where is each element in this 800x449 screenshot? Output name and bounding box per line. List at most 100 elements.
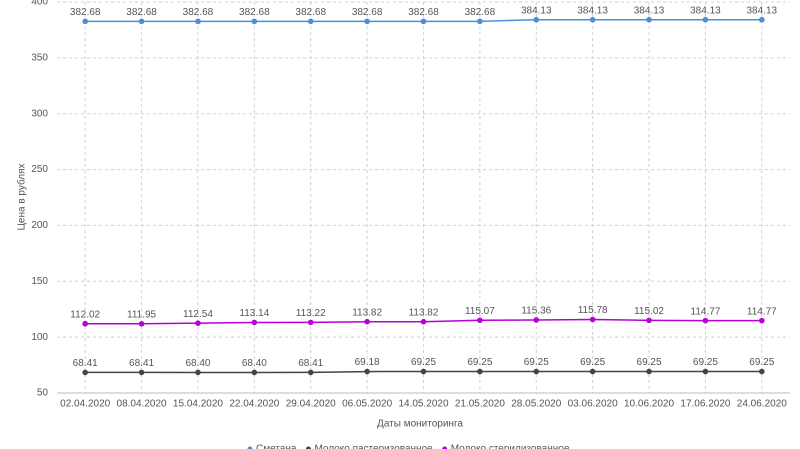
legend-marker [442, 446, 448, 449]
data-point [307, 369, 314, 376]
data-label: 113.82 [352, 307, 382, 318]
data-label: 68.41 [298, 358, 323, 369]
data-point [477, 317, 483, 324]
data-point [364, 18, 370, 25]
data-label: 112.02 [70, 309, 100, 320]
data-point [702, 16, 709, 23]
legend-label: Сметана [256, 444, 297, 449]
data-point [82, 18, 88, 25]
x-tick-label: 02.04.2020 [60, 399, 110, 410]
data-point [307, 18, 314, 25]
data-label: 382.68 [408, 7, 439, 18]
legend-label: Молоко пастеризованное [314, 444, 433, 449]
data-point [138, 369, 145, 376]
data-label: 69.25 [749, 357, 774, 368]
data-label: 382.68 [239, 7, 270, 18]
data-label: 115.36 [521, 306, 551, 317]
data-point [364, 368, 370, 375]
data-label: 382.68 [126, 7, 157, 18]
data-label: 382.68 [295, 7, 326, 18]
data-point [251, 18, 258, 25]
y-tick-label: 250 [31, 164, 48, 175]
x-tick-label: 06.05.2020 [342, 399, 392, 410]
data-point [195, 18, 201, 25]
x-tick-label: 21.05.2020 [455, 399, 505, 410]
data-point [702, 368, 709, 375]
data-label: 69.25 [637, 357, 662, 368]
x-tick-label: 24.06.2020 [737, 399, 787, 410]
data-label: 69.25 [524, 357, 549, 368]
data-point [759, 317, 765, 324]
data-label: 69.18 [355, 357, 380, 368]
data-point [82, 369, 88, 376]
data-point [477, 368, 483, 375]
y-tick-label: 150 [31, 276, 48, 287]
data-point [533, 317, 540, 323]
data-point [533, 368, 540, 375]
x-tick-label: 14.05.2020 [398, 399, 448, 410]
data-point [195, 369, 201, 376]
data-point [646, 368, 652, 375]
x-tick-label: 10.06.2020 [624, 399, 674, 410]
data-label: 113.14 [239, 308, 269, 319]
y-axis-title: Цена в рублях [16, 163, 28, 230]
data-label: 68.41 [73, 358, 98, 369]
data-label: 115.78 [578, 305, 608, 316]
data-point [646, 317, 652, 324]
data-point [589, 16, 596, 23]
legend-label: Молоко стерилизованное [451, 444, 570, 449]
x-tick-label: 29.04.2020 [286, 399, 336, 410]
data-point [251, 369, 258, 376]
data-label: 68.40 [185, 358, 210, 369]
data-point [364, 318, 370, 325]
data-point [138, 320, 145, 327]
data-label: 384.13 [521, 5, 552, 16]
data-label: 115.02 [634, 306, 664, 317]
data-label: 382.68 [183, 7, 214, 18]
data-label: 68.40 [242, 358, 267, 369]
y-tick-label: 400 [31, 0, 48, 8]
legend-marker [247, 446, 253, 449]
data-label: 384.13 [634, 5, 665, 16]
data-label: 115.07 [465, 306, 495, 317]
data-point [251, 319, 258, 326]
x-tick-label: 17.06.2020 [680, 399, 730, 410]
x-tick-label: 03.06.2020 [568, 399, 618, 410]
data-point [533, 16, 540, 23]
data-point [195, 320, 201, 326]
data-label: 114.77 [691, 306, 721, 317]
data-point [759, 16, 765, 23]
x-tick-label: 22.04.2020 [229, 399, 279, 410]
y-tick-label: 300 [31, 108, 48, 119]
data-point [420, 18, 427, 25]
y-tick-label: 200 [31, 220, 48, 231]
data-point [420, 368, 427, 375]
y-tick-label: 350 [31, 52, 48, 63]
data-label: 114.77 [747, 306, 777, 317]
data-point [646, 16, 652, 23]
y-tick-label: 100 [31, 332, 48, 343]
legend-marker [305, 446, 311, 449]
data-label: 113.22 [296, 308, 326, 319]
data-point [702, 317, 709, 324]
data-point [82, 320, 88, 327]
data-point [307, 319, 314, 326]
data-point [138, 18, 145, 25]
x-axis-title: Даты мониторинга [377, 419, 463, 430]
x-tick-label: 08.04.2020 [117, 399, 167, 410]
data-label: 384.13 [747, 5, 778, 16]
data-label: 382.68 [465, 7, 496, 18]
x-tick-label: 15.04.2020 [173, 399, 223, 410]
data-label: 112.54 [183, 309, 213, 320]
data-label: 69.25 [693, 357, 718, 368]
data-point [589, 368, 596, 375]
data-label: 382.68 [70, 7, 101, 18]
data-label: 69.25 [411, 357, 436, 368]
data-label: 68.41 [129, 358, 154, 369]
data-point [589, 316, 596, 323]
data-label: 384.13 [690, 5, 721, 16]
data-point [759, 368, 765, 375]
x-tick-label: 28.05.2020 [511, 399, 561, 410]
